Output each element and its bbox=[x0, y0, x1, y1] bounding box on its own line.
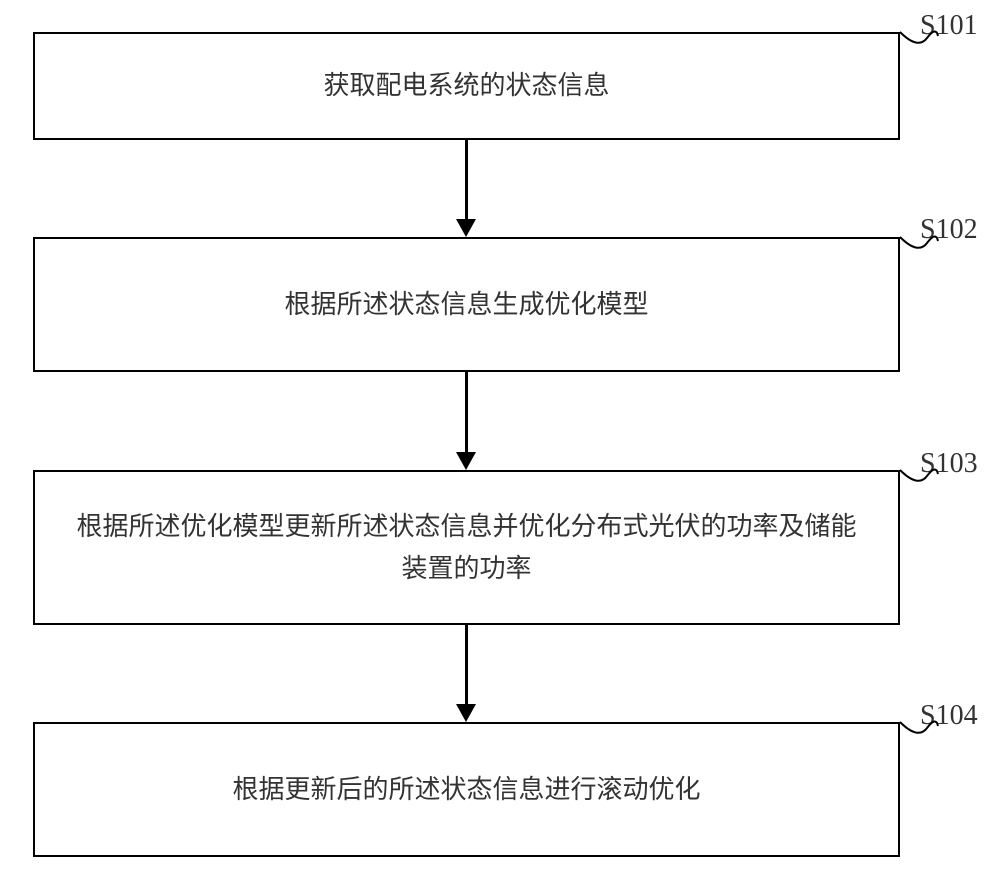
flow-node-1: 获取配电系统的状态信息 bbox=[33, 32, 900, 140]
flow-node-4-text: 根据更新后的所述状态信息进行滚动优化 bbox=[232, 769, 700, 811]
arrow-2-head bbox=[456, 452, 476, 470]
callout-2 bbox=[895, 212, 953, 272]
arrow-3-shaft bbox=[465, 625, 468, 704]
arrow-2-shaft bbox=[465, 372, 468, 452]
callout-3 bbox=[895, 445, 953, 505]
callout-4 bbox=[895, 697, 953, 757]
flowchart-canvas: 获取配电系统的状态信息 S101 根据所述状态信息生成优化模型 S102 根据所… bbox=[0, 0, 1000, 879]
flow-node-3: 根据所述优化模型更新所述状态信息并优化分布式光伏的功率及储能装置的功率 bbox=[33, 470, 900, 625]
arrow-1-shaft bbox=[465, 140, 468, 219]
arrow-3-head bbox=[456, 704, 476, 722]
callout-1 bbox=[895, 7, 953, 67]
flow-node-2: 根据所述状态信息生成优化模型 bbox=[33, 237, 900, 372]
flow-node-4: 根据更新后的所述状态信息进行滚动优化 bbox=[33, 722, 900, 857]
flow-node-2-text: 根据所述状态信息生成优化模型 bbox=[284, 284, 648, 326]
arrow-1-head bbox=[456, 219, 476, 237]
flow-node-1-text: 获取配电系统的状态信息 bbox=[323, 65, 609, 107]
flow-node-3-text: 根据所述优化模型更新所述状态信息并优化分布式光伏的功率及储能装置的功率 bbox=[75, 506, 858, 589]
